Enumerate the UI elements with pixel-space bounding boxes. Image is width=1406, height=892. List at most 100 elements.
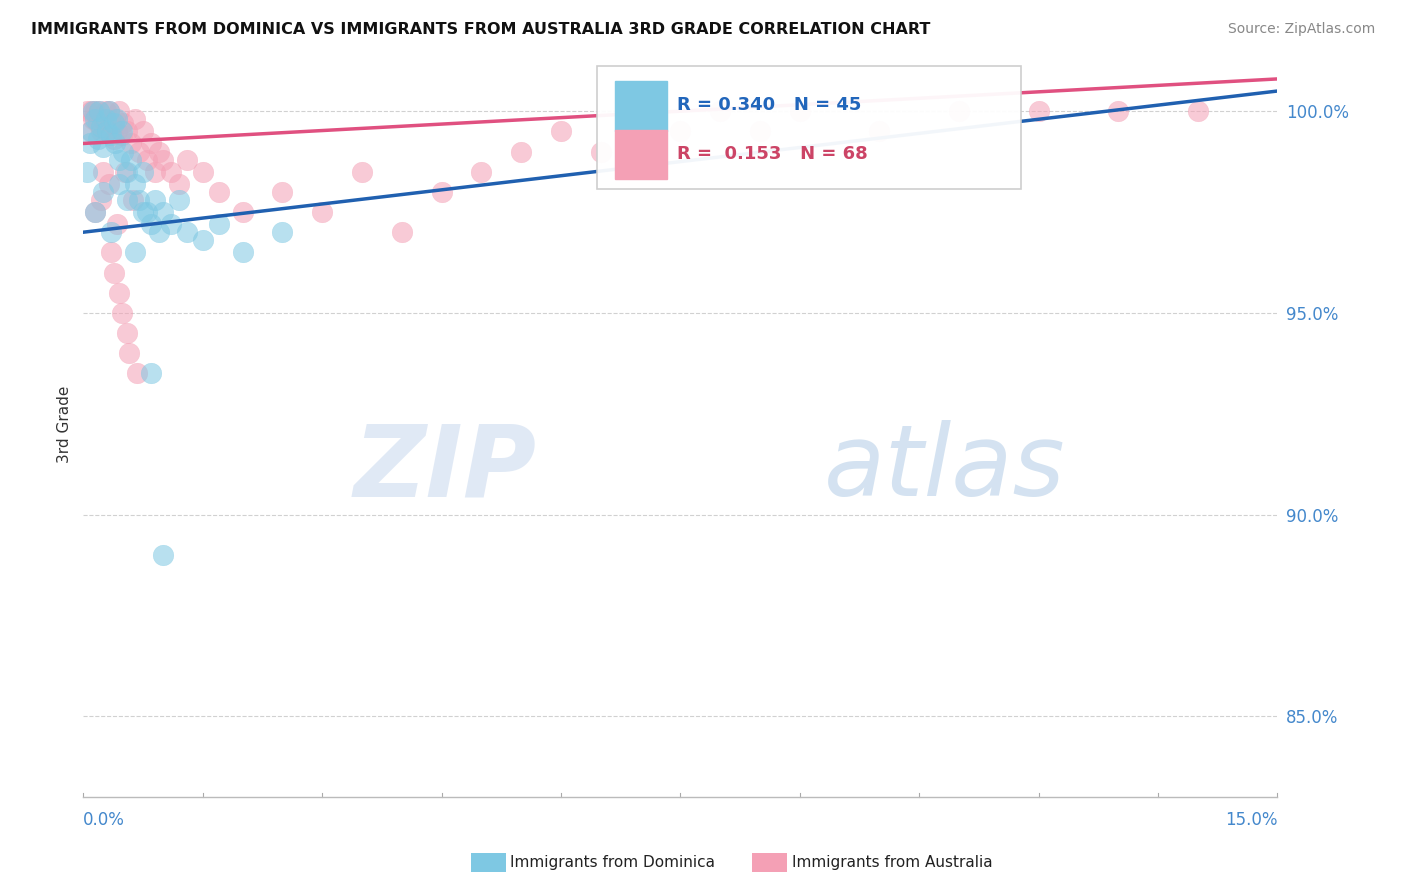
Point	[510, 145, 533, 159]
Point	[669, 124, 692, 138]
Point	[100, 245, 122, 260]
Point	[789, 104, 811, 119]
Point	[128, 145, 150, 159]
Point	[470, 164, 492, 178]
Point	[80, 104, 103, 119]
Point	[124, 112, 146, 127]
Point	[112, 116, 135, 130]
Point	[91, 112, 114, 127]
Point	[110, 128, 132, 143]
Point	[115, 326, 138, 340]
Point	[112, 145, 135, 159]
Point	[86, 132, 108, 146]
Point	[167, 193, 190, 207]
Point	[143, 193, 166, 207]
Point	[104, 136, 127, 151]
FancyBboxPatch shape	[614, 81, 668, 130]
Point	[115, 124, 138, 138]
Text: 0.0%: 0.0%	[83, 811, 125, 829]
Point	[121, 193, 143, 207]
Point	[1028, 104, 1050, 119]
Point	[271, 225, 294, 239]
Point	[89, 104, 111, 119]
Point	[191, 164, 214, 178]
Point	[108, 104, 131, 119]
Text: Immigrants from Australia: Immigrants from Australia	[792, 855, 993, 870]
Point	[191, 233, 214, 247]
Point	[132, 205, 155, 219]
Point	[96, 124, 118, 138]
Point	[167, 177, 190, 191]
Point	[124, 177, 146, 191]
Point	[79, 124, 101, 138]
Point	[114, 164, 136, 178]
FancyBboxPatch shape	[596, 66, 1021, 189]
Point	[108, 153, 131, 167]
Point	[311, 205, 333, 219]
Point	[103, 266, 125, 280]
Text: atlas: atlas	[824, 420, 1066, 517]
Point	[76, 104, 98, 119]
Point	[91, 185, 114, 199]
Point	[160, 217, 183, 231]
Point	[105, 112, 128, 127]
Point	[124, 245, 146, 260]
Text: Source: ZipAtlas.com: Source: ZipAtlas.com	[1227, 22, 1375, 37]
Point	[91, 140, 114, 154]
Text: R = 0.340   N = 45: R = 0.340 N = 45	[676, 96, 862, 114]
Point	[108, 177, 131, 191]
Point	[120, 153, 142, 167]
Point	[118, 346, 141, 360]
Point	[176, 225, 198, 239]
Point	[709, 104, 731, 119]
Point	[868, 124, 890, 138]
Text: 15.0%: 15.0%	[1225, 811, 1278, 829]
Y-axis label: 3rd Grade: 3rd Grade	[58, 385, 72, 462]
Point	[105, 217, 128, 231]
Point	[136, 153, 159, 167]
Point	[76, 164, 98, 178]
Point	[589, 145, 612, 159]
Text: R =  0.153   N = 68: R = 0.153 N = 68	[676, 145, 868, 162]
Point	[148, 145, 170, 159]
Point	[110, 124, 132, 138]
Point	[90, 193, 112, 207]
Point	[231, 205, 253, 219]
Text: ZIP: ZIP	[354, 420, 537, 517]
Point	[136, 205, 159, 219]
Point	[108, 285, 131, 300]
Point	[350, 164, 373, 178]
Point	[86, 116, 108, 130]
Point	[120, 136, 142, 151]
Point	[94, 112, 117, 127]
Point	[110, 306, 132, 320]
Point	[100, 116, 122, 130]
Point	[90, 120, 112, 135]
Point	[79, 136, 101, 151]
Point	[84, 104, 107, 119]
Point	[139, 367, 162, 381]
Point	[94, 104, 117, 119]
Point	[96, 124, 118, 138]
Point	[100, 128, 122, 143]
Point	[115, 164, 138, 178]
Point	[103, 116, 125, 130]
Text: Immigrants from Dominica: Immigrants from Dominica	[510, 855, 716, 870]
Point	[89, 104, 111, 119]
Point	[97, 104, 120, 119]
Point	[1107, 104, 1129, 119]
Point	[84, 205, 107, 219]
Point	[84, 112, 107, 127]
Point	[176, 153, 198, 167]
Point	[128, 193, 150, 207]
Point	[148, 225, 170, 239]
Point	[1187, 104, 1209, 119]
Point	[84, 205, 107, 219]
Point	[208, 185, 231, 199]
Point	[139, 136, 162, 151]
Point	[132, 124, 155, 138]
Point	[152, 153, 174, 167]
Point	[231, 245, 253, 260]
Point	[90, 124, 112, 138]
Point	[100, 225, 122, 239]
